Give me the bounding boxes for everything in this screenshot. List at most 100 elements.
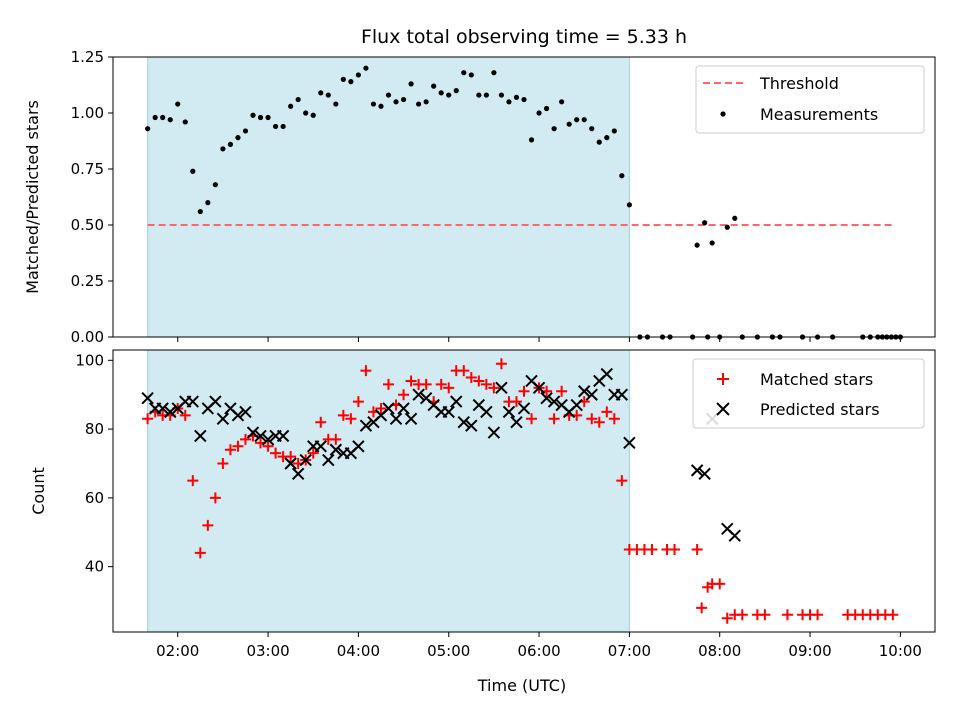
measurement-point [581, 117, 587, 123]
predicted-star-marker [412, 388, 425, 401]
predicted-star-marker [194, 429, 207, 443]
bottom-shaded-region [147, 349, 630, 633]
measurement-point [197, 208, 203, 215]
matched-star-marker [759, 609, 771, 621]
predicted-star-marker [450, 395, 463, 408]
predicted-star-marker [510, 416, 523, 429]
predicted-star-marker [261, 433, 275, 446]
matched-star-marker [405, 375, 417, 387]
measurement-point [303, 110, 309, 116]
matched-star-marker [510, 396, 522, 408]
bottom-xtick-label: 04:00 [337, 642, 380, 660]
matched-star-marker [616, 475, 628, 487]
measurement-point [476, 92, 482, 98]
predicted-star-marker [578, 385, 591, 398]
matched-star-marker [495, 358, 507, 370]
bottom-xtick-label: 02:00 [156, 642, 199, 660]
top-legend: Threshold Measurements [695, 65, 925, 134]
measurement-point [453, 88, 459, 94]
measurement-point [288, 103, 294, 109]
bottom-x-axis: 02:00 03:00 04:00 05:00 06:00 07:00 08:00 09:00… [156, 632, 922, 660]
matched-star-marker [812, 609, 824, 621]
measurement-point [446, 92, 452, 98]
matched-star-marker [669, 543, 681, 555]
predicted-star-marker [480, 405, 493, 419]
measurement-point [355, 72, 361, 78]
matched-star-marker [473, 375, 485, 387]
bottom-axes-frame [112, 349, 936, 633]
matched-star-marker [556, 385, 568, 397]
measurement-point [265, 114, 271, 121]
predicted-star-marker [495, 381, 508, 395]
legend-predicted-swatch [716, 402, 730, 416]
predicted-star-marker [329, 443, 343, 456]
matched-star-marker [887, 609, 899, 621]
top-legend-box [695, 65, 925, 134]
measurement-point [468, 72, 474, 78]
matched-star-marker [315, 416, 327, 428]
matched-star-marker [398, 389, 410, 401]
measurement-point [325, 92, 331, 98]
measurement-point [438, 90, 444, 96]
bottom-xtick-label: 09:00 [788, 642, 831, 660]
shaded-region-rect [147, 349, 630, 633]
top-ytick-label: 0.25 [71, 272, 104, 290]
legend-threshold-label: Threshold [759, 74, 839, 93]
measurement-point [400, 96, 407, 103]
measurement-point [724, 224, 730, 230]
predicted-star-marker [276, 429, 290, 443]
measurement-point [431, 83, 437, 89]
measurement-point [589, 126, 595, 132]
measurement-point [574, 117, 580, 123]
predicted-star-marker [209, 395, 222, 408]
measurement-point [235, 135, 241, 141]
x-axis-label: Time (UTC) [477, 676, 566, 695]
predicted-star-marker [231, 409, 245, 422]
bottom-panel: 40 60 80 100 02:00 03:00 04:00 05:00 06:00 07:00… [29, 349, 936, 695]
measurement-point [702, 220, 708, 226]
measurement-point [160, 114, 166, 121]
measurement-point [416, 101, 422, 107]
matched-star-marker [352, 396, 364, 408]
top-x-ticks [177, 337, 901, 342]
measurement-point [709, 240, 715, 246]
predicted-star-marker [690, 464, 704, 477]
matched-star-marker [142, 413, 154, 425]
matched-star-marker [224, 444, 236, 456]
predicted-star-marker [299, 453, 312, 467]
predicted-star-marker [322, 453, 335, 467]
measurement-point [506, 99, 512, 105]
top-shaded-region [147, 56, 630, 338]
measurement-point [250, 112, 256, 118]
measurement-point [626, 202, 632, 208]
predicted-star-marker [585, 388, 598, 401]
measurement-point [498, 92, 505, 98]
top-ytick-label: 0.50 [71, 216, 104, 234]
legend-matched-swatch [717, 373, 729, 385]
matched-star-marker [458, 365, 470, 377]
measurement-point [408, 81, 414, 87]
measurement-point [280, 123, 286, 130]
shaded-region-rect [147, 56, 630, 338]
measurement-point [596, 139, 602, 145]
measurement-point [152, 114, 158, 121]
measurement-point [732, 215, 738, 221]
measurement-point [536, 110, 542, 116]
measurement-point [212, 182, 218, 188]
measurement-point [559, 99, 565, 105]
matched-star-marker [443, 382, 455, 394]
matched-star-marker [548, 413, 560, 425]
measurement-point [227, 141, 234, 147]
predicted-star-marker [246, 426, 260, 439]
predicted-star-marker [442, 405, 455, 419]
measurement-point [182, 119, 188, 125]
measurement-point [393, 99, 399, 105]
matched-star-marker [187, 475, 199, 487]
measurement-point [423, 99, 429, 105]
measurement-point [513, 94, 520, 100]
measurement-point [491, 70, 497, 76]
bottom-xtick-label: 05:00 [427, 642, 470, 660]
measurement-point [318, 90, 324, 96]
predicted-star-points [141, 367, 741, 542]
predicted-star-marker [547, 395, 561, 408]
